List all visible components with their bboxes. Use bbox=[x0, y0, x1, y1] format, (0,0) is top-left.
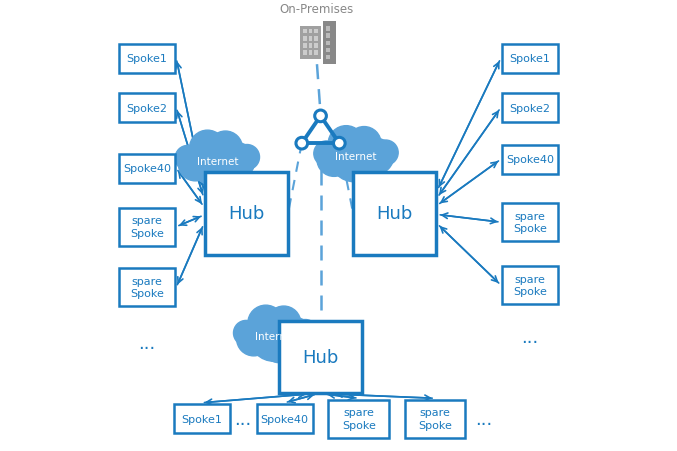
Circle shape bbox=[345, 157, 372, 184]
Text: Spoke2: Spoke2 bbox=[127, 103, 167, 114]
Circle shape bbox=[234, 321, 259, 346]
Circle shape bbox=[191, 138, 240, 187]
Text: ...: ... bbox=[475, 410, 492, 428]
FancyBboxPatch shape bbox=[119, 268, 175, 307]
Circle shape bbox=[296, 138, 307, 150]
FancyBboxPatch shape bbox=[314, 51, 318, 56]
Circle shape bbox=[278, 318, 313, 354]
FancyBboxPatch shape bbox=[119, 208, 175, 246]
FancyBboxPatch shape bbox=[119, 45, 175, 74]
Circle shape bbox=[347, 127, 381, 161]
Circle shape bbox=[330, 133, 379, 182]
FancyBboxPatch shape bbox=[353, 172, 436, 255]
Text: Spoke1: Spoke1 bbox=[127, 54, 167, 64]
Circle shape bbox=[237, 322, 271, 356]
Circle shape bbox=[267, 306, 301, 341]
Text: Internet: Internet bbox=[196, 156, 238, 166]
Circle shape bbox=[314, 142, 339, 167]
Text: Internet: Internet bbox=[335, 152, 377, 162]
Text: On-Premises: On-Premises bbox=[279, 3, 353, 16]
Circle shape bbox=[178, 147, 213, 181]
Circle shape bbox=[219, 143, 255, 179]
FancyBboxPatch shape bbox=[502, 145, 558, 175]
Text: spare
Spoke: spare Spoke bbox=[130, 216, 164, 238]
FancyBboxPatch shape bbox=[303, 37, 307, 41]
FancyBboxPatch shape bbox=[502, 266, 558, 304]
FancyBboxPatch shape bbox=[173, 404, 230, 433]
Text: Spoke40: Spoke40 bbox=[261, 414, 309, 424]
FancyBboxPatch shape bbox=[502, 203, 558, 242]
Circle shape bbox=[315, 111, 326, 122]
FancyBboxPatch shape bbox=[303, 44, 307, 49]
Circle shape bbox=[328, 126, 364, 162]
Text: spare
Spoke: spare Spoke bbox=[418, 408, 452, 430]
FancyBboxPatch shape bbox=[502, 94, 558, 123]
FancyBboxPatch shape bbox=[303, 30, 307, 34]
FancyBboxPatch shape bbox=[326, 27, 330, 32]
Text: Spoke2: Spoke2 bbox=[510, 103, 550, 114]
FancyBboxPatch shape bbox=[314, 37, 318, 41]
Circle shape bbox=[317, 143, 351, 177]
FancyBboxPatch shape bbox=[301, 27, 320, 60]
Circle shape bbox=[249, 312, 299, 361]
FancyBboxPatch shape bbox=[309, 30, 313, 34]
FancyBboxPatch shape bbox=[323, 22, 336, 65]
Text: Internet: Internet bbox=[255, 331, 297, 341]
FancyBboxPatch shape bbox=[309, 44, 313, 49]
Circle shape bbox=[373, 141, 398, 166]
Text: ...: ... bbox=[234, 410, 252, 428]
Text: spare
Spoke: spare Spoke bbox=[342, 408, 376, 430]
Circle shape bbox=[234, 145, 259, 170]
FancyBboxPatch shape bbox=[119, 154, 175, 184]
Text: ...: ... bbox=[138, 335, 156, 353]
Circle shape bbox=[209, 132, 242, 166]
Text: Spoke1: Spoke1 bbox=[181, 414, 222, 424]
FancyBboxPatch shape bbox=[326, 49, 330, 53]
FancyBboxPatch shape bbox=[314, 44, 318, 49]
FancyBboxPatch shape bbox=[205, 172, 288, 255]
FancyBboxPatch shape bbox=[405, 400, 465, 438]
Circle shape bbox=[206, 161, 234, 188]
Circle shape bbox=[190, 131, 225, 167]
Text: Spoke40: Spoke40 bbox=[123, 164, 171, 174]
FancyBboxPatch shape bbox=[303, 51, 307, 56]
Circle shape bbox=[248, 305, 284, 341]
Text: Spoke40: Spoke40 bbox=[506, 155, 554, 165]
FancyBboxPatch shape bbox=[326, 56, 330, 60]
FancyBboxPatch shape bbox=[309, 51, 313, 56]
Text: Spoke1: Spoke1 bbox=[510, 54, 550, 64]
Text: spare
Spoke: spare Spoke bbox=[513, 274, 547, 296]
Text: spare
Spoke: spare Spoke bbox=[513, 212, 547, 234]
Circle shape bbox=[334, 138, 345, 150]
FancyBboxPatch shape bbox=[119, 94, 175, 123]
FancyBboxPatch shape bbox=[314, 30, 318, 34]
Circle shape bbox=[175, 146, 200, 171]
FancyBboxPatch shape bbox=[328, 400, 389, 438]
FancyBboxPatch shape bbox=[257, 404, 313, 433]
FancyBboxPatch shape bbox=[326, 34, 330, 39]
Circle shape bbox=[358, 139, 394, 175]
FancyBboxPatch shape bbox=[309, 37, 313, 41]
Circle shape bbox=[265, 336, 292, 363]
Circle shape bbox=[292, 320, 318, 345]
Text: Hub: Hub bbox=[228, 205, 265, 223]
Text: Hub: Hub bbox=[376, 205, 413, 223]
FancyBboxPatch shape bbox=[502, 45, 558, 74]
FancyBboxPatch shape bbox=[279, 321, 362, 393]
Text: Hub: Hub bbox=[303, 348, 338, 366]
Text: ...: ... bbox=[521, 328, 539, 346]
FancyBboxPatch shape bbox=[326, 41, 330, 46]
Text: spare
Spoke: spare Spoke bbox=[130, 276, 164, 299]
